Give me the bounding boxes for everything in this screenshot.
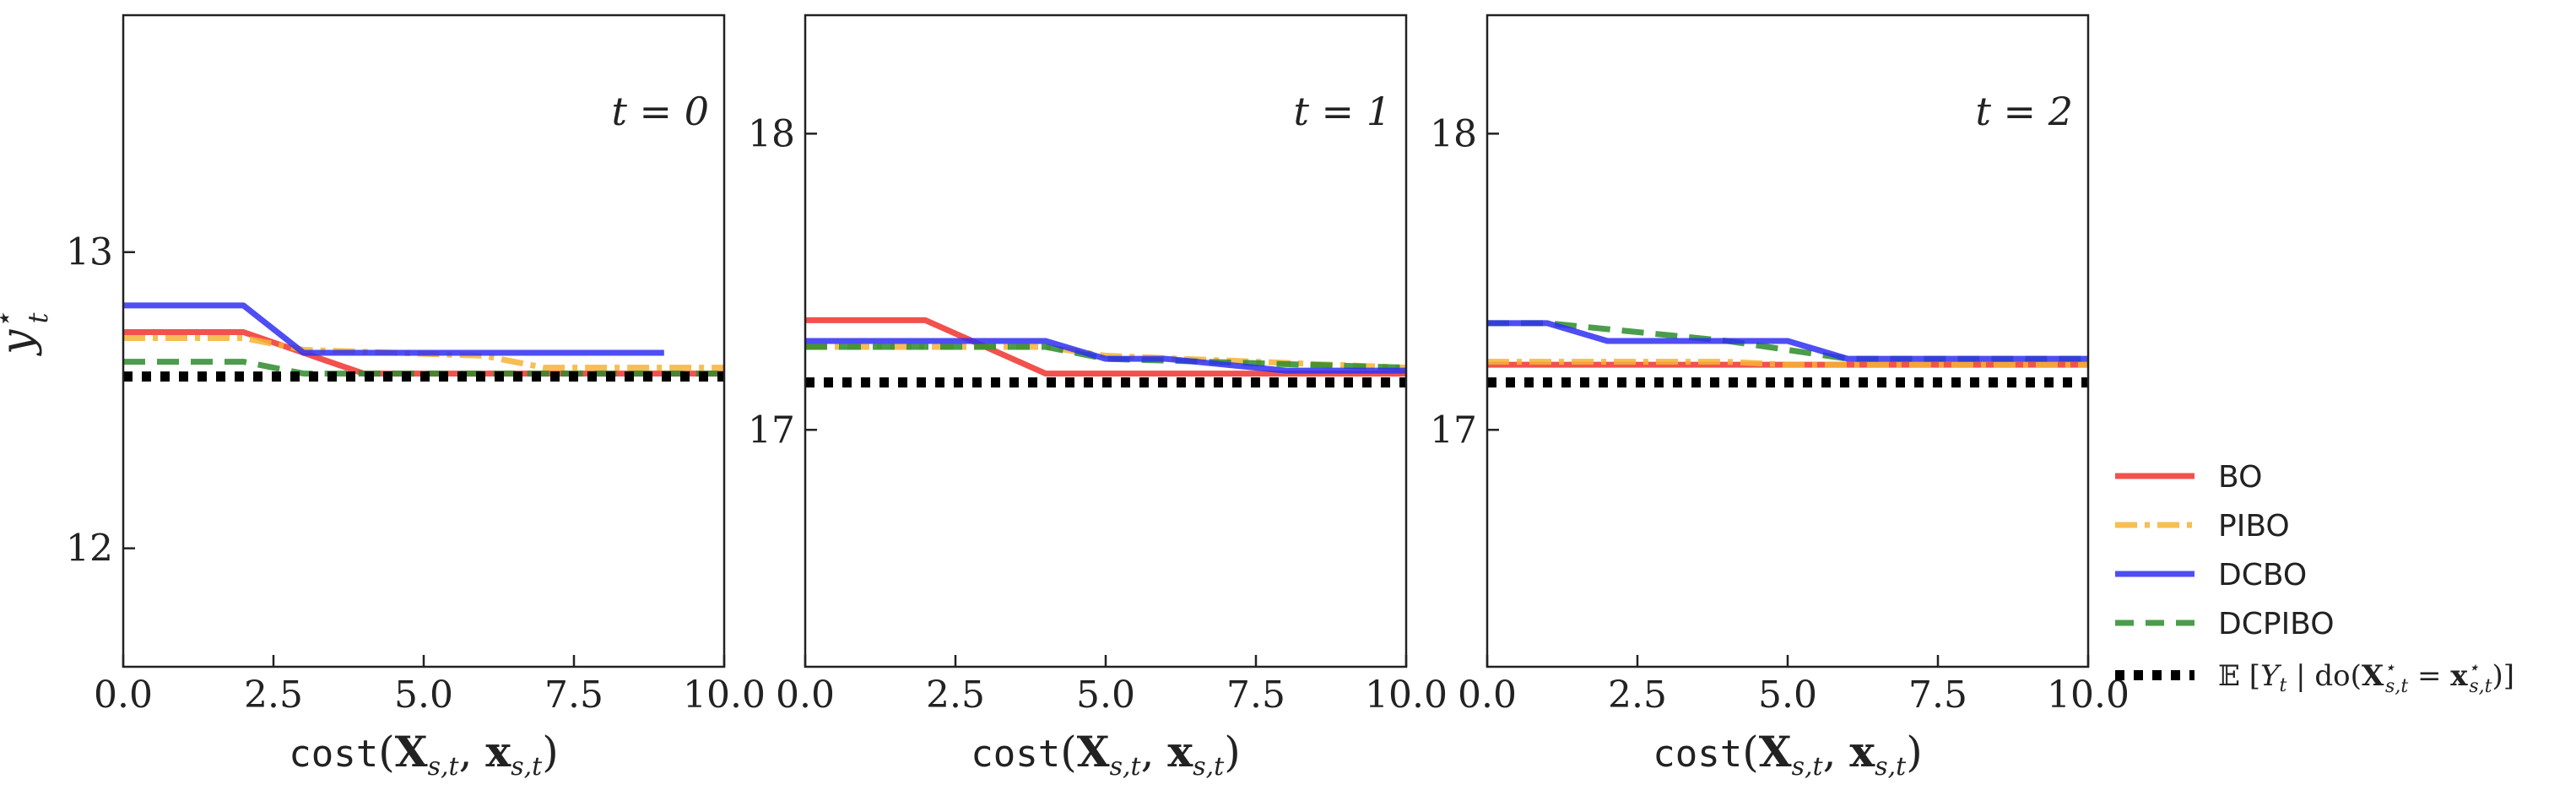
x-tick-label: 7.5: [1908, 674, 1967, 717]
x-tick-label: 2.5: [244, 674, 303, 717]
series-line-dcbo: [123, 302, 664, 356]
legend-label-dcpibo: DCPIBO: [2218, 607, 2335, 641]
x-axis-label: cost(Xs,t, xs,t): [1653, 727, 1922, 782]
x-tick-label: 0.0: [94, 674, 153, 717]
y-tick-label: 18: [1430, 112, 1477, 155]
series-group: [123, 302, 724, 382]
y-tick-label: 12: [66, 528, 113, 571]
x-tick-label: 0.0: [1458, 674, 1517, 717]
panel-label: t = 1: [1293, 89, 1391, 134]
x-tick-label: 10.0: [683, 674, 766, 717]
legend: BO PIBO DCBO DCPIBO 𝔼 [Yt | do(X⋆ s,t = x⋆ s,t…: [2115, 460, 2514, 697]
panel-1: 0.0 2.5 5.0 7.5 10.0 17 18 t = 1 cost(Xs,t, xs,t…: [748, 14, 1448, 782]
panel-0: 0.0 2.5 5.0 7.5 10.0 12 13 t = 0 cost(Xs,t, xs,t…: [66, 14, 766, 782]
panel-2: 0.0 2.5 5.0 7.5 10.0 17 18 t = 2 cost(Xs,t, xs,t…: [1430, 14, 2130, 782]
y-tick-label: 17: [748, 409, 795, 452]
x-axis-label: cost(Xs,t, xs,t): [289, 727, 558, 782]
series-group: [1487, 320, 2088, 388]
x-tick-label: 5.0: [394, 674, 453, 717]
legend-label-bo: BO: [2218, 460, 2262, 495]
x-tick-label: 0.0: [776, 674, 835, 717]
series-line-pibo: [805, 344, 1406, 371]
legend-label-pibo: PIBO: [2218, 509, 2290, 544]
series-line-pibo: [1487, 359, 2088, 368]
x-axis-label: cost(Xs,t, xs,t): [971, 727, 1240, 782]
x-tick-label: 2.5: [926, 674, 985, 717]
series-line-dcbo: [805, 338, 1406, 374]
x-tick-label: 10.0: [2047, 674, 2130, 717]
y-tick-label: 13: [66, 231, 113, 274]
x-tick-label: 5.0: [1076, 674, 1135, 717]
series-group: [805, 317, 1406, 388]
y-axis-label: y⋆t: [0, 311, 54, 356]
legend-label-dcbo: DCBO: [2218, 558, 2307, 592]
panel-label: t = 2: [1975, 89, 2073, 134]
legend-label-target: 𝔼 [Yt | do(X⋆ s,t = x⋆ s,t)]: [2218, 657, 2514, 697]
panel-label: t = 0: [611, 89, 709, 134]
x-tick-label: 7.5: [544, 674, 603, 717]
x-tick-label: 5.0: [1758, 674, 1817, 717]
y-tick-label: 18: [748, 112, 795, 155]
series-line-dcbo: [1487, 320, 2088, 362]
x-tick-label: 10.0: [1365, 674, 1448, 717]
x-tick-label: 7.5: [1226, 674, 1285, 717]
x-tick-label: 2.5: [1608, 674, 1667, 717]
chart-panels: 0.0 2.5 5.0 7.5 10.0 12 13 t = 0 cost(Xs,t, xs,t…: [66, 14, 2130, 782]
y-tick-label: 17: [1430, 409, 1477, 452]
